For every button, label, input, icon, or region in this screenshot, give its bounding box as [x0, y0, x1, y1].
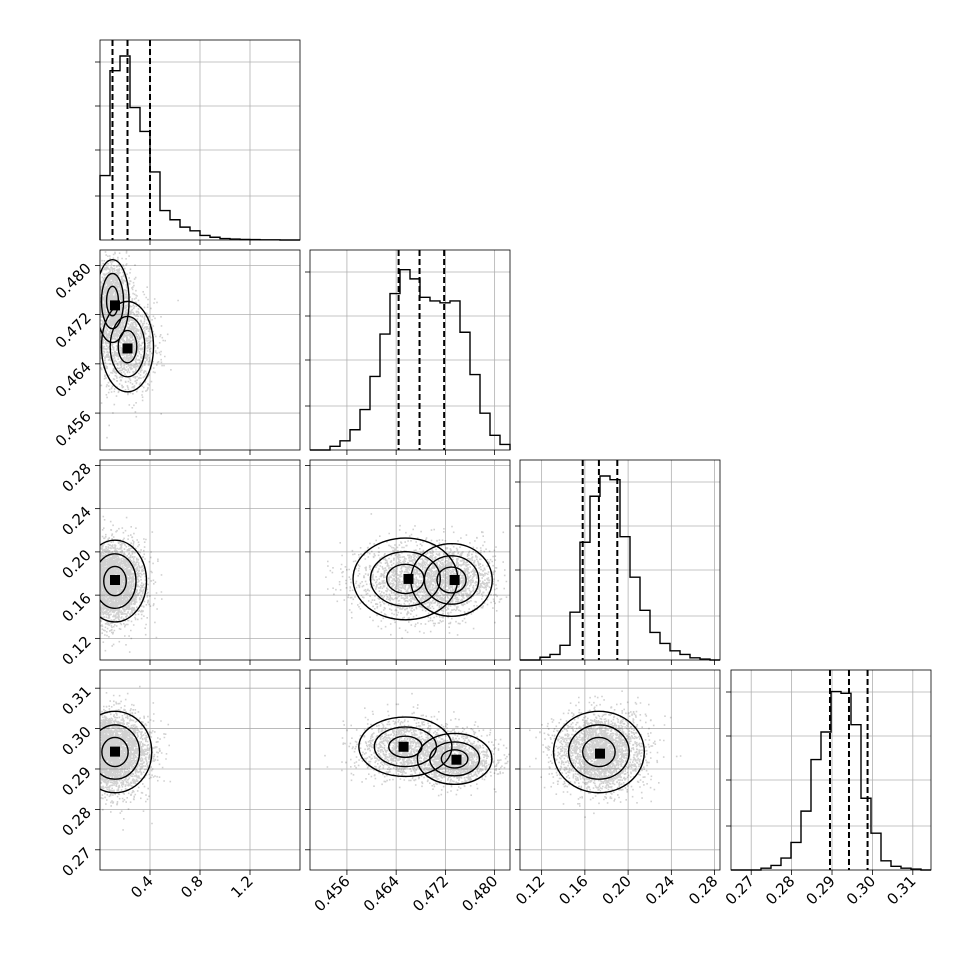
density-contour [358, 716, 453, 778]
density-contour [436, 566, 467, 594]
y-tick-label: 0.30 [58, 723, 94, 759]
scatter-points [529, 690, 682, 818]
density-contour [117, 329, 138, 364]
y-tick-label: 0.28 [58, 803, 94, 839]
density-peak [398, 741, 409, 752]
y-tick-label: 0.28 [58, 460, 94, 496]
density-peak [110, 746, 120, 757]
x-tick-label: 0.456 [311, 872, 354, 915]
x-tick-label: 0.28 [685, 872, 721, 908]
density-contour [100, 272, 125, 330]
y-tick-label: 0.472 [52, 309, 95, 352]
x-tick-label: 0.28 [762, 872, 798, 908]
sample-points [100, 250, 179, 439]
x-tick-label: 0.27 [722, 872, 758, 908]
axes-frame [309, 249, 511, 451]
density-contour [109, 315, 146, 378]
scatter-panel-4-1 [99, 669, 301, 871]
scatter-panel-3-1 [99, 459, 301, 661]
density-contour [103, 565, 127, 597]
scatter-panel-2-1 [99, 249, 301, 451]
histogram-step [731, 690, 931, 871]
density-contour [567, 724, 630, 780]
density-contour [100, 539, 148, 623]
density-contour [100, 710, 153, 794]
sample-points [325, 513, 508, 639]
x-tick-label: 0.24 [642, 872, 678, 908]
histogram-panel-4 [726, 669, 932, 871]
sample-points [100, 515, 163, 653]
scatter-points [100, 515, 163, 653]
x-tick-label: 1.2 [227, 872, 257, 902]
density-contour [423, 555, 480, 605]
sample-points [529, 690, 682, 818]
histogram-step [520, 475, 720, 661]
density-contour [416, 732, 493, 786]
axes-frame [519, 459, 721, 661]
density-contour [100, 300, 155, 393]
scatter-panel-3-2 [309, 459, 511, 661]
x-tick-label: 0.12 [512, 872, 548, 908]
y-tick-label: 0.456 [52, 407, 95, 450]
x-tick-label: 0.480 [458, 872, 501, 915]
x-tick-label: 0.16 [555, 872, 591, 908]
density-contour [552, 710, 646, 794]
axes-frame [519, 669, 721, 871]
density-peak [449, 575, 460, 585]
y-tick-label: 0.20 [58, 546, 94, 582]
density-peak [403, 573, 414, 584]
density-peak [110, 300, 120, 311]
y-tick-label: 0.12 [58, 632, 94, 668]
density-peak [122, 343, 133, 354]
x-tick-label: 0.30 [843, 872, 879, 908]
density-peak [110, 575, 120, 585]
scatter-points [100, 250, 179, 439]
x-tick-label: 0.31 [883, 872, 919, 908]
sample-points [100, 685, 172, 831]
y-tick-label: 0.464 [52, 358, 95, 401]
y-tick-label: 0.27 [58, 844, 94, 880]
scatter-panel-4-3 [519, 669, 721, 871]
y-tick-label: 0.16 [58, 589, 94, 625]
scatter-panel-4-2 [309, 669, 511, 871]
sample-points [324, 692, 510, 797]
y-tick-label: 0.480 [52, 259, 95, 302]
axes-frame [730, 669, 932, 871]
density-contour [100, 553, 137, 610]
scatter-points [100, 685, 172, 831]
x-tick-label: 0.20 [599, 872, 635, 908]
axes-frame [309, 459, 511, 661]
y-tick-label: 0.29 [58, 763, 94, 799]
density-contour [429, 741, 481, 777]
y-tick-label: 0.31 [58, 682, 94, 718]
scatter-points [324, 692, 510, 797]
density-contour [101, 736, 129, 768]
scatter-points [325, 513, 508, 639]
density-contour [369, 550, 441, 607]
x-tick-label: 0.8 [177, 872, 207, 902]
density-peak [451, 754, 462, 765]
density-contour [440, 749, 469, 769]
axes-frame [309, 669, 511, 871]
x-tick-label: 0.29 [802, 872, 838, 908]
histogram-panel-2 [305, 249, 511, 451]
x-tick-label: 0.4 [127, 872, 157, 902]
histogram-panel-1 [95, 39, 301, 241]
histogram-step [310, 268, 511, 451]
x-tick-label: 0.464 [360, 872, 403, 915]
y-tick-label: 0.24 [58, 503, 94, 539]
density-peak [595, 748, 605, 759]
density-contour [100, 724, 141, 780]
density-contour [582, 736, 616, 768]
histogram-panel-3 [515, 459, 721, 661]
x-tick-label: 0.472 [409, 872, 452, 915]
